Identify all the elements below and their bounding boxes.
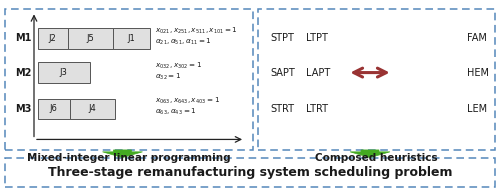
Polygon shape bbox=[350, 150, 390, 158]
Text: J6: J6 bbox=[50, 104, 58, 113]
Bar bbox=[70, 99, 115, 119]
Text: LTRT: LTRT bbox=[306, 104, 328, 114]
Text: J5: J5 bbox=[86, 34, 94, 43]
Bar bbox=[68, 28, 112, 49]
Text: SAPT: SAPT bbox=[270, 68, 295, 78]
Text: J2: J2 bbox=[48, 34, 56, 43]
Text: STRT: STRT bbox=[270, 104, 294, 114]
Bar bbox=[38, 99, 70, 119]
Bar bbox=[5, 9, 252, 150]
Bar bbox=[5, 158, 495, 187]
Text: J4: J4 bbox=[88, 104, 96, 113]
Text: $\alpha_{21}, \alpha_{51}, \alpha_{11}=1$: $\alpha_{21}, \alpha_{51}, \alpha_{11}=1… bbox=[155, 37, 212, 47]
Text: Mixed-integer linear programming: Mixed-integer linear programming bbox=[27, 153, 230, 163]
Text: M3: M3 bbox=[16, 104, 32, 114]
Text: LAPT: LAPT bbox=[306, 68, 330, 78]
Text: LTPT: LTPT bbox=[306, 33, 328, 43]
Text: J3: J3 bbox=[60, 68, 68, 77]
Text: J1: J1 bbox=[128, 34, 135, 43]
Text: Three-stage remanufacturing system scheduling problem: Three-stage remanufacturing system sched… bbox=[48, 166, 452, 179]
Text: Composed heuristics: Composed heuristics bbox=[315, 153, 438, 163]
Text: $x_{032}, x_{302}=1$: $x_{032}, x_{302}=1$ bbox=[155, 61, 202, 71]
Text: $\alpha_{32}=1$: $\alpha_{32}=1$ bbox=[155, 71, 182, 82]
Text: M2: M2 bbox=[16, 68, 32, 78]
Polygon shape bbox=[102, 150, 142, 158]
Bar bbox=[38, 28, 68, 49]
Text: STPT: STPT bbox=[270, 33, 294, 43]
Bar bbox=[38, 62, 90, 83]
Text: LEM: LEM bbox=[468, 104, 487, 114]
Text: $\alpha_{63}, \alpha_{43}=1$: $\alpha_{63}, \alpha_{43}=1$ bbox=[155, 107, 196, 117]
Text: $x_{021}, x_{251}, x_{511}, x_{101}=1$: $x_{021}, x_{251}, x_{511}, x_{101}=1$ bbox=[155, 25, 238, 36]
Bar bbox=[258, 9, 495, 150]
Text: $x_{063}, x_{643}, x_{403}=1$: $x_{063}, x_{643}, x_{403}=1$ bbox=[155, 96, 220, 106]
Text: M1: M1 bbox=[16, 33, 32, 43]
Text: HEM: HEM bbox=[468, 68, 489, 78]
Bar bbox=[112, 28, 150, 49]
Text: FAM: FAM bbox=[468, 33, 487, 43]
